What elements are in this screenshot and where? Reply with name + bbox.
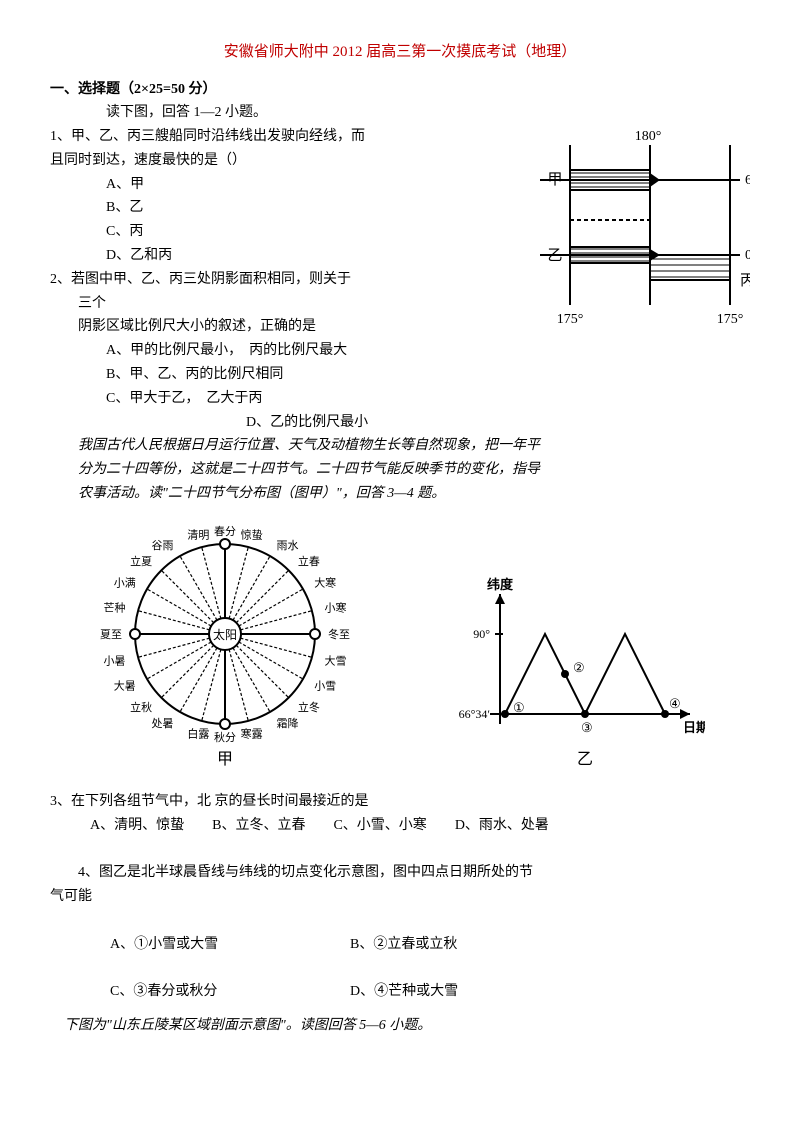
q4-option-a: A、①小雪或大雪 bbox=[110, 933, 350, 957]
svg-text:秋分: 秋分 bbox=[214, 730, 236, 744]
svg-text:乙: 乙 bbox=[577, 751, 593, 768]
q4-option-d: D、④芒种或大雪 bbox=[350, 980, 458, 1004]
q3-option-b: B、立冬、立春 bbox=[212, 814, 305, 838]
q3-option-c: C、小雪、小寒 bbox=[333, 814, 426, 838]
svg-text:175°: 175° bbox=[557, 312, 584, 327]
svg-text:乙: 乙 bbox=[547, 248, 562, 264]
intro2-line2: 分为二十四等份，这就是二十四节气。二十四节气能反映季节的变化，指导 bbox=[78, 458, 750, 482]
svg-text:小寒: 小寒 bbox=[324, 600, 346, 614]
svg-text:太阳: 太阳 bbox=[213, 627, 237, 642]
q1-option-c: C、丙 bbox=[106, 220, 520, 244]
svg-text:甲: 甲 bbox=[547, 172, 562, 188]
svg-text:寒露: 寒露 bbox=[241, 726, 263, 740]
solar-terms-diagram: 太阳 春分惊蛰雨水立春大寒小寒冬至大雪小雪立冬霜降寒露秋分白露处暑立秋 大暑 小暑 夏… bbox=[95, 514, 355, 774]
q1-option-d: D、乙和丙 bbox=[106, 244, 520, 268]
intro-text-1: 读下图，回答 1—2 小题。 bbox=[106, 101, 750, 125]
svg-text:谷雨: 谷雨 bbox=[152, 539, 174, 552]
svg-text:雨水: 雨水 bbox=[277, 539, 299, 552]
svg-text:小暑: 小暑 bbox=[104, 655, 126, 668]
svg-text:180°: 180° bbox=[635, 129, 662, 144]
svg-text:60°N: 60°N bbox=[745, 173, 750, 188]
q3-option-a: A、清明、惊蛰 bbox=[90, 814, 184, 838]
intro-text-3: 下图为"山东丘陵某区域剖面示意图"。读图回答 5—6 小题。 bbox=[64, 1014, 750, 1038]
svg-text:芒种: 芒种 bbox=[104, 600, 126, 614]
q1-option-b: B、乙 bbox=[106, 196, 520, 220]
q4-stem-line2: 气可能 bbox=[50, 885, 750, 909]
svg-text:立秋: 立秋 bbox=[130, 700, 152, 714]
svg-text:惊蛰: 惊蛰 bbox=[241, 527, 263, 541]
svg-text:立夏: 立夏 bbox=[130, 554, 152, 568]
q4-option-c: C、③春分或秋分 bbox=[110, 980, 350, 1004]
svg-text:90°: 90° bbox=[473, 627, 490, 641]
q2-stem-line1: 2、若图中甲、乙、丙三处阴影面积相同，则关于 bbox=[50, 268, 520, 292]
intro2-line1: 我国古代人民根据日月运行位置、天气及动植物生长等自然现象，把一年平 bbox=[78, 434, 750, 458]
svg-text:0°: 0° bbox=[745, 248, 750, 263]
svg-text:①: ① bbox=[513, 700, 525, 715]
svg-text:大寒: 大寒 bbox=[314, 575, 336, 589]
q2-option-c: C、甲大于乙， 乙大于丙 bbox=[106, 391, 262, 406]
svg-text:甲: 甲 bbox=[217, 751, 233, 768]
svg-text:清明: 清明 bbox=[187, 528, 209, 541]
exam-title: 安徽省师大附中 2012 届高三第一次摸底考试（地理） bbox=[50, 40, 750, 66]
svg-text:大暑: 大暑 bbox=[114, 678, 136, 692]
q1-stem-line1: 1、甲、乙、丙三艘船同时沿纬线出发驶向经线，而 bbox=[50, 125, 520, 149]
q2-option-b: B、甲、乙、丙的比例尺相同 bbox=[106, 363, 520, 387]
svg-text:丙: 丙 bbox=[740, 273, 750, 289]
svg-text:大雪: 大雪 bbox=[324, 654, 346, 668]
svg-text:夏至: 夏至 bbox=[100, 628, 122, 641]
svg-text:霜降: 霜降 bbox=[277, 716, 299, 730]
svg-text:小满: 小满 bbox=[114, 576, 136, 589]
map-diagram-1: 180° 60°N 0° 175° 175° 甲 乙 丙 bbox=[530, 125, 750, 335]
svg-text:冬至: 冬至 bbox=[328, 627, 350, 641]
svg-text:③: ③ bbox=[581, 720, 593, 735]
q4-stem-line1: 4、图乙是北半球晨昏线与纬线的切点变化示意图，图中四点日期所处的节 bbox=[78, 861, 750, 885]
svg-text:④: ④ bbox=[669, 696, 681, 711]
q2-stem-line3: 阴影区域比例尺大小的叙述，正确的是 bbox=[78, 315, 520, 339]
q2-option-d: D、乙的比例尺最小 bbox=[246, 411, 368, 435]
svg-text:立春: 立春 bbox=[298, 554, 320, 568]
svg-text:175°: 175° bbox=[717, 312, 744, 327]
latitude-chart-yi: 纬度 日期 90° 66°34′ ① ② ③ ④ 乙 bbox=[445, 574, 705, 774]
svg-text:处暑: 处暑 bbox=[152, 717, 174, 730]
svg-text:66°34′: 66°34′ bbox=[459, 707, 491, 721]
svg-text:白露: 白露 bbox=[187, 726, 209, 740]
svg-text:立冬: 立冬 bbox=[298, 700, 320, 714]
svg-text:小雪: 小雪 bbox=[314, 679, 336, 692]
svg-text:纬度: 纬度 bbox=[487, 577, 514, 592]
q3-option-d: D、雨水、处暑 bbox=[455, 814, 549, 838]
svg-text:春分: 春分 bbox=[214, 525, 236, 538]
intro2-line3: 农事活动。读"二十四节气分布图（图甲）"，回答 3—4 题。 bbox=[78, 482, 750, 506]
section-1-header: 一、选择题（2×25=50 分） bbox=[50, 78, 750, 102]
q2-option-a: A、甲的比例尺最小， 丙的比例尺最大 bbox=[106, 339, 520, 363]
q1-option-a: A、甲 bbox=[106, 173, 520, 197]
svg-text:②: ② bbox=[573, 660, 585, 675]
q1-stem-line2: 且同时到达，速度最快的是（） bbox=[50, 149, 520, 173]
q4-option-b: B、②立春或立秋 bbox=[350, 933, 457, 957]
svg-text:日期: 日期 bbox=[683, 720, 705, 735]
q2-stem-line2: 三个 bbox=[78, 292, 520, 316]
q3-stem: 3、在下列各组节气中，北 京的昼长时间最接近的是 bbox=[50, 790, 750, 814]
